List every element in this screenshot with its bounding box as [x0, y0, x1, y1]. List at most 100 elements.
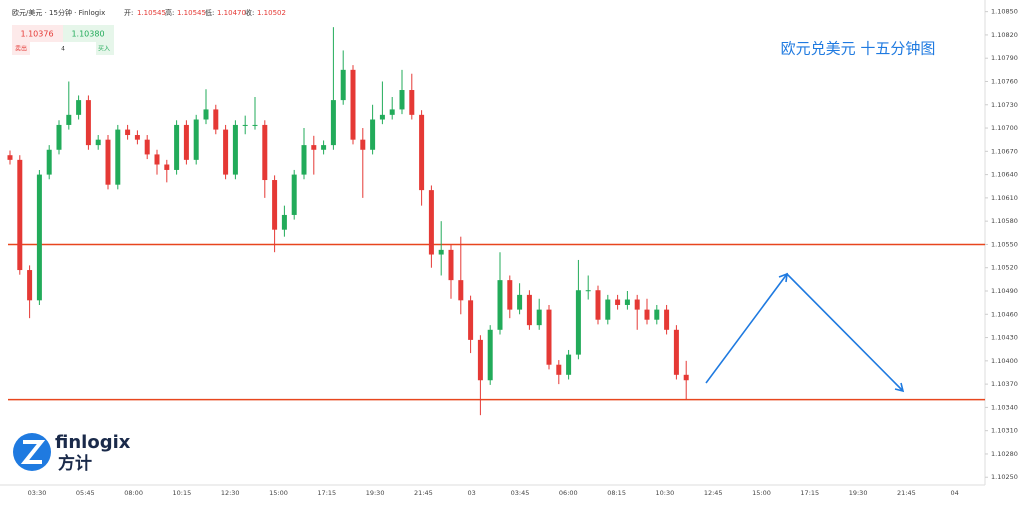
candle-body	[350, 69, 356, 140]
candle-body	[193, 119, 199, 160]
candle-body	[379, 114, 385, 120]
x-tick-label: 21:45	[897, 489, 916, 497]
candle-body	[634, 299, 640, 310]
y-tick-label: 1.10580	[991, 217, 1018, 225]
candle-body	[95, 139, 101, 146]
trade-box: 1.10376 1.10380 卖出 4 买入	[12, 25, 114, 55]
candle-body	[164, 164, 170, 170]
candle-body	[585, 290, 591, 292]
candle-body	[311, 145, 317, 150]
buy-label: 买入	[98, 45, 110, 53]
candle-body	[458, 280, 464, 301]
candle-body	[252, 124, 258, 126]
arrow-path	[705, 272, 904, 392]
logo: finlogix 方计	[13, 432, 131, 474]
candle-body	[664, 309, 670, 330]
candle-body	[203, 109, 209, 120]
x-tick-label: 17:15	[317, 489, 336, 497]
candle-body	[272, 180, 278, 230]
y-tick-label: 1.10400	[991, 357, 1018, 365]
y-tick-label: 1.10310	[991, 427, 1018, 435]
value: 1.10470	[217, 9, 246, 17]
y-tick-label: 1.10250	[991, 473, 1018, 481]
candle-body	[477, 339, 483, 381]
candle-body	[321, 145, 327, 150]
candle-body	[154, 154, 160, 165]
candle-body	[497, 280, 503, 330]
candle-body	[174, 124, 180, 170]
x-tick-label: 04	[951, 489, 959, 497]
y-tick-label: 1.10340	[991, 403, 1018, 411]
value: 1.10502	[257, 9, 286, 17]
candle-body	[575, 290, 581, 355]
value: 1.10545	[137, 9, 166, 17]
candle-body	[66, 114, 72, 125]
candle-body	[340, 69, 346, 101]
candle-body	[605, 299, 611, 320]
candle-body	[673, 329, 679, 375]
y-tick-label: 1.10370	[991, 380, 1018, 388]
candle-body	[223, 129, 229, 175]
candle-body	[526, 294, 532, 326]
x-tick-label: 10:30	[656, 489, 675, 497]
candle-body	[389, 109, 395, 115]
candle-body	[654, 309, 660, 320]
y-tick-label: 1.10610	[991, 194, 1018, 202]
candle-body	[36, 174, 42, 301]
y-tick-label: 1.10790	[991, 54, 1018, 62]
symbol: 欧元/美元 · 15分钟 · Finlogix	[12, 8, 105, 17]
candle-body	[419, 114, 425, 191]
y-tick-label: 1.10520	[991, 264, 1018, 272]
candle-body	[17, 159, 23, 271]
x-tick-label: 19:30	[849, 489, 868, 497]
label: 开:	[124, 9, 133, 17]
candle-body	[546, 309, 552, 365]
x-tick-label: 10:15	[173, 489, 192, 497]
candle-body	[213, 109, 219, 130]
y-tick-label: 1.10850	[991, 8, 1018, 16]
candle-body	[7, 155, 13, 160]
candle-body	[615, 299, 621, 305]
y-tick-label: 1.10820	[991, 31, 1018, 39]
candle-body	[46, 149, 52, 175]
header: 欧元/美元 · 15分钟 · Finlogix 开: 1.10545 高: 1.…	[12, 8, 286, 17]
x-tick-label: 08:00	[124, 489, 143, 497]
candle-body	[262, 124, 268, 181]
y-tick-label: 1.10700	[991, 124, 1018, 132]
arrow-head	[894, 382, 905, 393]
logo-cn: 方计	[58, 453, 92, 474]
x-tick-label: 21:45	[414, 489, 433, 497]
spread: 4	[61, 46, 65, 53]
y-tick-label: 1.10460	[991, 310, 1018, 318]
candle-body	[85, 100, 91, 146]
candle-body	[507, 280, 513, 310]
candle-body	[409, 90, 415, 115]
candle-body	[360, 139, 366, 150]
candle-body	[105, 139, 111, 185]
x-tick-label: 12:30	[221, 489, 240, 497]
candle-body	[556, 364, 562, 375]
candle-body	[517, 294, 523, 310]
candle-body	[27, 270, 33, 301]
spread-box	[30, 42, 96, 55]
x-tick-label: 17:15	[800, 489, 819, 497]
candle-body	[291, 174, 297, 215]
candle-body	[438, 249, 444, 255]
candle-body	[644, 309, 650, 320]
x-tick-label: 05:45	[76, 489, 95, 497]
chart-title: 欧元兑美元 十五分钟图	[781, 40, 936, 58]
annotation-arrows	[705, 272, 905, 393]
x-tick-label: 06:00	[559, 489, 578, 497]
x-tick-label: 19:30	[366, 489, 385, 497]
x-tick-label: 12:45	[704, 489, 723, 497]
candle-body	[242, 124, 248, 126]
candle-body	[487, 329, 493, 381]
logo-name: finlogix	[55, 432, 131, 453]
y-tick-label: 1.10640	[991, 171, 1018, 179]
candle-body	[399, 90, 405, 110]
candle-body	[183, 124, 189, 160]
sell-price: 1.10376	[20, 30, 53, 39]
y-tick-label: 1.10430	[991, 334, 1018, 342]
logo-z	[20, 440, 46, 464]
